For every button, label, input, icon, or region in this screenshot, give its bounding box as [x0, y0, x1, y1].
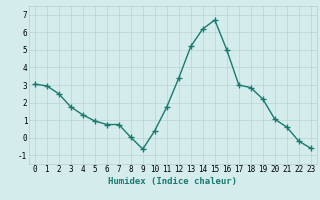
X-axis label: Humidex (Indice chaleur): Humidex (Indice chaleur): [108, 177, 237, 186]
